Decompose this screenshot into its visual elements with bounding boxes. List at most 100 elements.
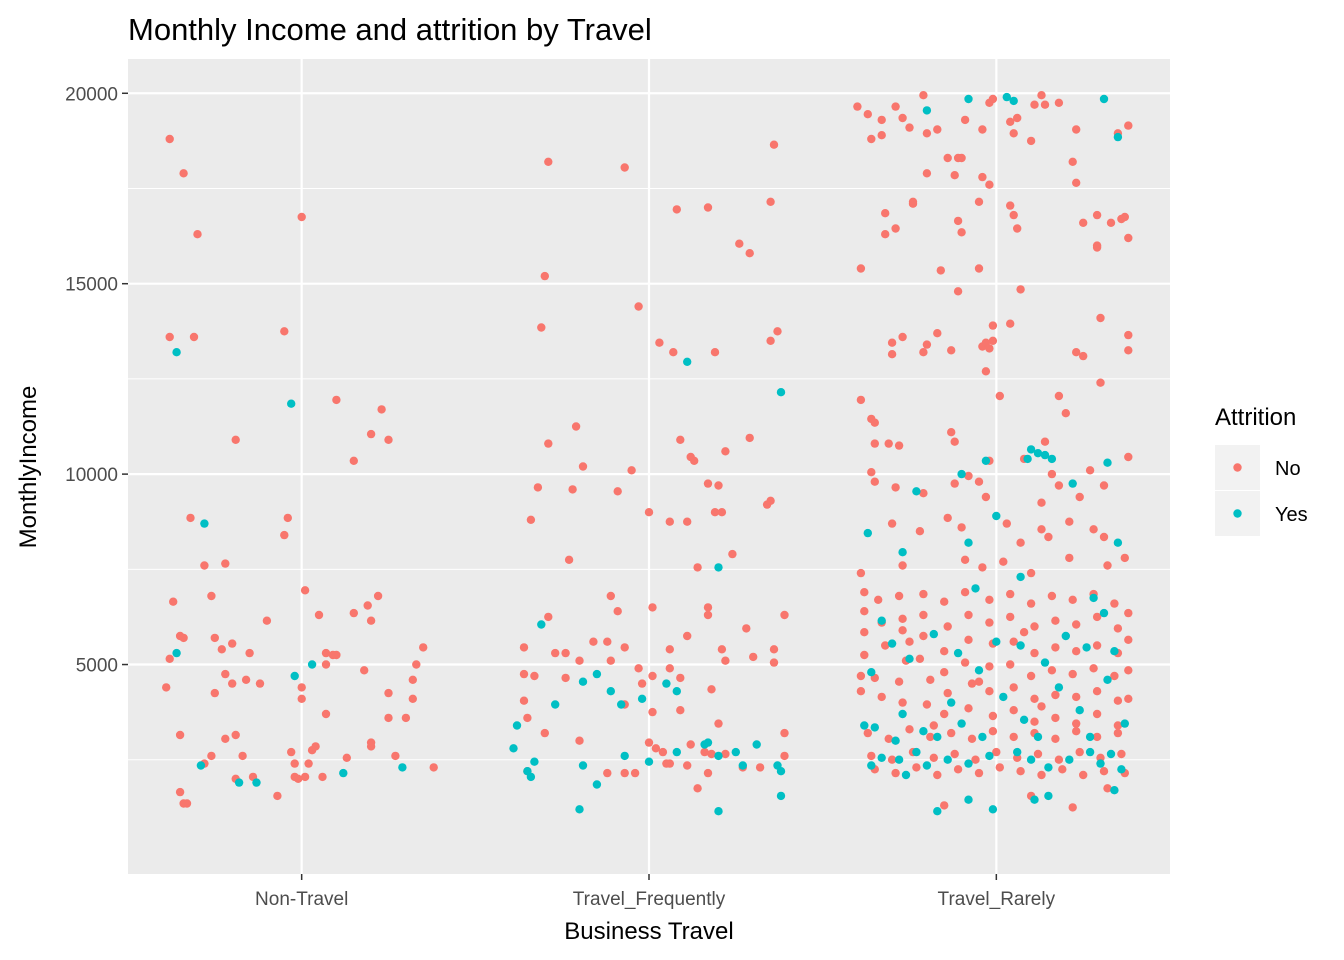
data-point: [294, 774, 303, 783]
data-point: [908, 199, 918, 208]
data-point: [1092, 210, 1102, 220]
data-point: [693, 563, 702, 572]
data-point: [321, 648, 331, 658]
data-point: [703, 610, 713, 620]
data-point: [606, 687, 615, 696]
data-point: [884, 439, 893, 448]
data-point: [526, 772, 536, 782]
data-point: [686, 740, 695, 749]
data-point: [273, 791, 282, 801]
data-point: [644, 508, 654, 517]
data-point: [384, 713, 393, 723]
data-point: [877, 115, 886, 125]
data-point: [366, 742, 376, 751]
data-point: [366, 429, 376, 439]
data-point: [1124, 233, 1133, 243]
data-point: [1124, 666, 1133, 675]
data-point: [929, 721, 938, 730]
data-point: [231, 435, 240, 444]
data-point: [1099, 767, 1109, 776]
data-point: [905, 725, 914, 734]
data-point: [943, 622, 952, 631]
data-point: [603, 768, 612, 778]
data-point: [898, 626, 907, 635]
data-point: [290, 759, 299, 768]
data-point: [1092, 241, 1102, 250]
data-point: [1009, 96, 1018, 106]
data-point: [676, 673, 685, 683]
data-point: [898, 332, 907, 342]
data-point: [1120, 719, 1130, 728]
data-point: [1113, 624, 1123, 633]
data-point: [162, 683, 171, 692]
data-point: [662, 759, 671, 768]
data-point: [912, 747, 921, 757]
data-point: [981, 367, 991, 376]
data-point: [1037, 770, 1046, 780]
data-point: [1124, 452, 1133, 462]
data-point: [894, 677, 904, 686]
data-point: [707, 749, 716, 759]
data-point: [620, 163, 629, 172]
data-point: [1006, 612, 1015, 622]
data-point: [863, 528, 872, 538]
data-point: [1040, 437, 1050, 446]
data-point: [950, 171, 959, 180]
data-point: [519, 696, 529, 705]
data-point: [1016, 285, 1025, 294]
data-point: [700, 740, 709, 749]
data-point: [919, 727, 928, 736]
data-point: [919, 489, 928, 498]
data-point: [683, 357, 692, 366]
data-point: [575, 656, 584, 665]
data-point: [922, 129, 932, 138]
data-point: [933, 732, 942, 742]
data-point: [1054, 755, 1064, 764]
data-point: [384, 688, 393, 698]
data-point: [1030, 100, 1039, 109]
data-point: [887, 519, 897, 528]
data-point: [745, 249, 754, 258]
data-point: [332, 650, 341, 660]
data-point: [1096, 753, 1105, 762]
data-point: [947, 346, 956, 355]
data-point: [360, 666, 369, 675]
data-point: [1065, 553, 1074, 563]
data-point: [780, 610, 789, 620]
data-point: [533, 483, 543, 492]
data-point: [1089, 525, 1098, 534]
data-point: [627, 466, 636, 475]
data-point: [860, 721, 869, 730]
data-point: [172, 648, 181, 658]
data-point: [776, 791, 786, 801]
data-point: [1030, 795, 1039, 804]
data-point: [766, 336, 775, 345]
data-point: [1026, 568, 1036, 578]
data-point: [1051, 690, 1060, 700]
data-point: [898, 698, 907, 707]
data-point: [985, 180, 994, 189]
data-point: [714, 807, 723, 816]
data-point: [933, 770, 942, 780]
data-point: [985, 618, 994, 627]
data-point: [940, 647, 949, 656]
data-point: [200, 519, 209, 528]
data-point: [1068, 803, 1077, 812]
data-point: [1075, 706, 1084, 715]
data-point: [1103, 561, 1112, 570]
data-point: [856, 395, 866, 405]
data-point: [1019, 628, 1029, 637]
data-point: [1051, 734, 1060, 743]
data-point: [752, 740, 761, 749]
data-point: [870, 477, 879, 486]
data-point: [321, 709, 331, 719]
data-point: [742, 624, 751, 633]
data-point: [1092, 687, 1102, 696]
data-point: [1113, 696, 1123, 705]
data-point: [1016, 767, 1025, 776]
data-point: [307, 746, 317, 755]
data-point: [964, 471, 973, 481]
data-point: [1026, 599, 1036, 608]
data-point: [985, 344, 994, 353]
data-point: [853, 102, 862, 111]
